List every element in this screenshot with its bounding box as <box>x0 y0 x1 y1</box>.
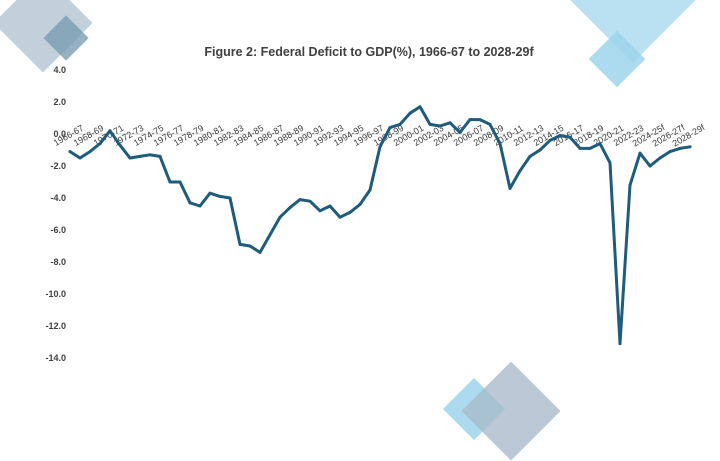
y-axis-ticks: 4.0 2.0 0.0 -2.0 -4.0 -6.0 -8.0 -10.0 -12.0 -14.0 <box>45 65 66 363</box>
data-point <box>88 150 92 154</box>
y-tick-label: -12.0 <box>45 321 66 331</box>
data-point <box>298 198 302 202</box>
data-point <box>468 118 472 122</box>
y-tick-label: -8.0 <box>50 257 66 267</box>
data-point <box>68 150 72 154</box>
y-tick-label: 2.0 <box>53 97 66 107</box>
data-point <box>508 186 512 190</box>
data-point <box>218 194 222 198</box>
data-point <box>78 156 82 160</box>
data-point <box>188 201 192 205</box>
data-point <box>688 145 692 149</box>
data-point <box>338 215 342 219</box>
data-point <box>368 188 372 192</box>
data-point <box>158 154 162 158</box>
y-tick-label: 4.0 <box>53 65 66 75</box>
data-point <box>428 122 432 126</box>
data-point <box>548 138 552 142</box>
data-point <box>248 244 252 248</box>
y-tick-label: -6.0 <box>50 225 66 235</box>
data-point <box>528 154 532 158</box>
y-tick-label: -10.0 <box>45 289 66 299</box>
data-point <box>518 169 522 173</box>
y-tick-label: -14.0 <box>45 353 66 363</box>
data-point <box>438 124 442 128</box>
data-point <box>98 142 102 146</box>
data-point <box>268 233 272 237</box>
data-point <box>398 122 402 126</box>
data-point <box>618 342 622 346</box>
data-point <box>608 161 612 165</box>
data-point <box>238 242 242 246</box>
data-point <box>498 142 502 146</box>
data-point <box>638 151 642 155</box>
data-point <box>458 130 462 134</box>
data-point <box>148 153 152 157</box>
data-point <box>228 196 232 200</box>
data-point <box>558 134 562 138</box>
series-points <box>68 105 692 346</box>
data-point <box>408 111 412 115</box>
y-tick-label: 0.0 <box>53 129 66 139</box>
data-point <box>198 204 202 208</box>
data-point <box>678 146 682 150</box>
data-point <box>648 164 652 168</box>
data-point <box>358 202 362 206</box>
data-point <box>588 146 592 150</box>
data-point <box>288 206 292 210</box>
data-point <box>388 126 392 130</box>
data-point <box>418 105 422 109</box>
data-point <box>108 129 112 133</box>
data-point <box>138 154 142 158</box>
data-point <box>448 121 452 125</box>
data-point <box>378 145 382 149</box>
data-point <box>178 180 182 184</box>
y-tick-label: -4.0 <box>50 193 66 203</box>
data-point <box>628 183 632 187</box>
data-point <box>318 209 322 213</box>
deficit-line-chart: Figure 2: Federal Deficit to GDP(%), 196… <box>45 45 707 363</box>
chart-title: Figure 2: Federal Deficit to GDP(%), 196… <box>204 45 534 59</box>
data-point <box>668 150 672 154</box>
data-point <box>208 191 212 195</box>
data-point <box>478 118 482 122</box>
data-point <box>328 204 332 208</box>
data-point <box>538 148 542 152</box>
data-point <box>598 142 602 146</box>
data-point <box>278 215 282 219</box>
data-point <box>578 146 582 150</box>
data-point <box>488 122 492 126</box>
data-point <box>658 156 662 160</box>
data-point <box>258 250 262 254</box>
data-point <box>118 143 122 147</box>
y-tick-label: -2.0 <box>50 161 66 171</box>
data-point <box>168 180 172 184</box>
x-axis-ticks: 1966-671968-691970-711972-731974-751976-… <box>52 122 707 149</box>
data-point <box>568 135 572 139</box>
data-point <box>308 199 312 203</box>
data-point <box>128 156 132 160</box>
data-point <box>348 210 352 214</box>
